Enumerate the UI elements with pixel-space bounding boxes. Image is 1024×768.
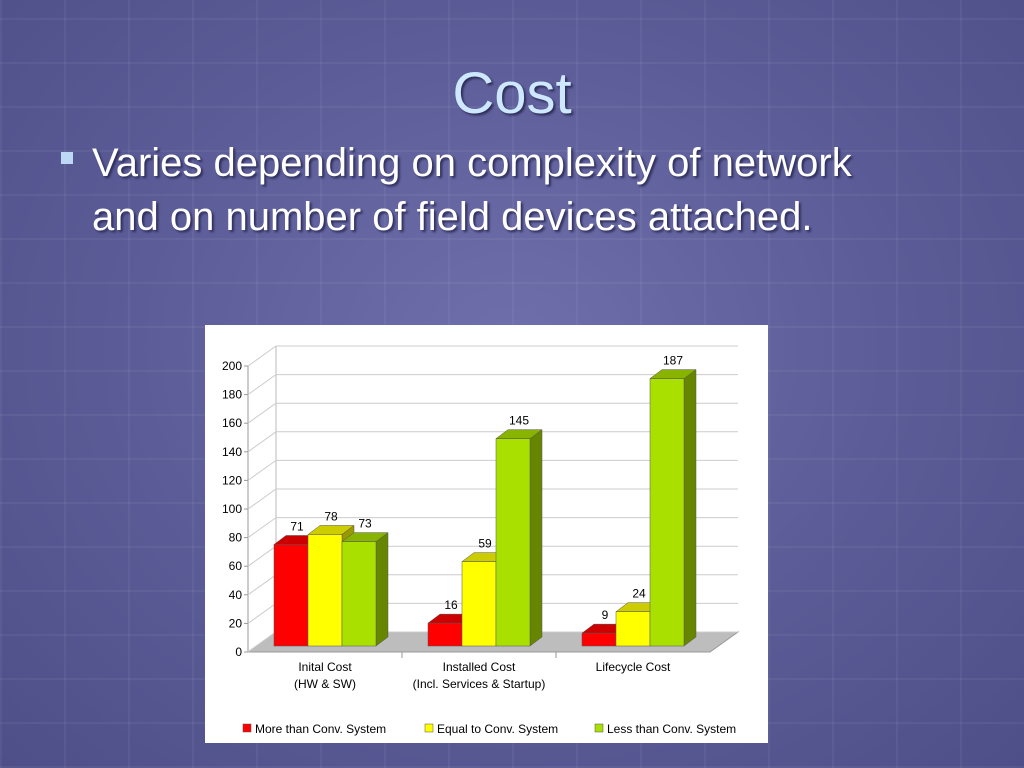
bar-side xyxy=(375,532,389,647)
grid-line xyxy=(247,602,277,624)
y-tick-label: 20 xyxy=(229,616,243,630)
legend-label: More than Conv. System xyxy=(255,722,386,736)
grid-line xyxy=(247,574,277,596)
x-tick-label: Installed Cost (Incl. Services & Startup… xyxy=(412,660,546,691)
x-tick-label: Inital Cost (HW & SW) xyxy=(294,660,356,691)
y-tick-label: 40 xyxy=(229,588,243,602)
bar xyxy=(427,622,463,647)
grid-line xyxy=(247,545,277,567)
grid-line xyxy=(247,488,277,510)
slide-title: Cost xyxy=(452,61,572,126)
bullet-text: Varies depending on complexity of networ… xyxy=(92,141,852,239)
y-tick-label: 180 xyxy=(222,388,242,402)
data-label: 24 xyxy=(632,587,646,601)
y-tick-label: 200 xyxy=(222,359,242,373)
y-tick-label: 100 xyxy=(222,502,242,516)
data-label: 9 xyxy=(602,608,609,622)
grid-line xyxy=(247,345,277,367)
legend-swatch xyxy=(594,723,604,733)
bar xyxy=(649,378,685,647)
bar xyxy=(273,544,309,647)
bar xyxy=(341,541,377,647)
data-label: 145 xyxy=(509,414,529,428)
bar xyxy=(307,534,343,647)
x-tick-label: Lifecycle Cost xyxy=(595,660,671,674)
y-tick-label: 140 xyxy=(222,445,242,459)
bullet-icon xyxy=(61,152,73,164)
y-tick-label: 120 xyxy=(222,473,242,487)
bar-side xyxy=(529,429,543,647)
bar xyxy=(495,438,531,647)
data-label: 59 xyxy=(478,537,492,551)
bar xyxy=(461,561,497,647)
grid-line xyxy=(247,402,277,424)
legend-label: Equal to Conv. System xyxy=(437,722,558,736)
legend-swatch xyxy=(242,723,252,733)
grid-line xyxy=(247,517,277,539)
legend-label: Less than Conv. System xyxy=(607,722,736,736)
grid-line xyxy=(247,631,277,653)
bar xyxy=(581,632,617,647)
legend-swatch xyxy=(424,723,434,733)
data-label: 73 xyxy=(358,517,372,531)
y-tick-label: 60 xyxy=(229,559,243,573)
y-tick-label: 0 xyxy=(235,645,242,659)
data-label: 187 xyxy=(663,354,683,368)
grid-line xyxy=(247,431,277,453)
data-label: 78 xyxy=(324,509,338,523)
bar xyxy=(615,611,651,647)
data-label: 16 xyxy=(444,598,458,612)
y-tick-label: 160 xyxy=(222,416,242,430)
y-tick-label: 80 xyxy=(229,531,243,545)
grid-line xyxy=(247,459,277,481)
grid-line xyxy=(247,374,277,396)
bar-side xyxy=(683,369,697,647)
data-label: 71 xyxy=(290,519,304,533)
